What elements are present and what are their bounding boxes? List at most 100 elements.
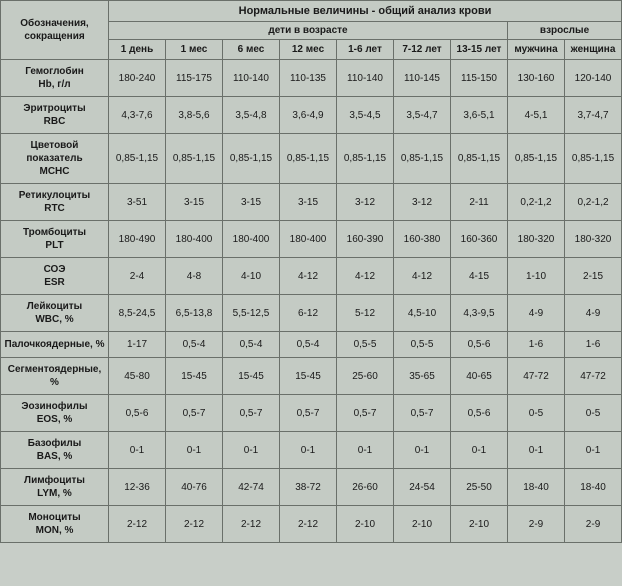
cell: 180-400 — [223, 221, 280, 258]
cell: 2-4 — [109, 258, 166, 295]
row-label: Цветовой показательMCHC — [1, 134, 109, 184]
cell: 1-6 — [508, 332, 565, 358]
table-row: РетикулоцитыRTC3-513-153-153-153-123-122… — [1, 184, 622, 221]
table-row: Цветовой показательMCHC0,85-1,150,85-1,1… — [1, 134, 622, 184]
cell: 0,85-1,15 — [109, 134, 166, 184]
cell: 180-240 — [109, 60, 166, 97]
cell: 0,85-1,15 — [223, 134, 280, 184]
cell: 0,2-1,2 — [565, 184, 622, 221]
col-header: 6 мес — [223, 40, 280, 60]
cell: 8,5-24,5 — [109, 295, 166, 332]
table-row: Палочкоядерные, %1-170,5-40,5-40,5-40,5-… — [1, 332, 622, 358]
cell: 180-490 — [109, 221, 166, 258]
row-label: Палочкоядерные, % — [1, 332, 109, 358]
cell: 42-74 — [223, 469, 280, 506]
table-row: ЭозинофилыEOS, %0,5-60,5-70,5-70,5-70,5-… — [1, 395, 622, 432]
cell: 0-1 — [280, 432, 337, 469]
table-body: ГемоглобинHb, г/л180-240115-175110-14011… — [1, 60, 622, 543]
cell: 2-9 — [565, 506, 622, 543]
cell: 0,85-1,15 — [565, 134, 622, 184]
table-header: Обозначения, сокращения Нормальные велич… — [1, 1, 622, 60]
cell: 0,5-6 — [109, 395, 166, 432]
cell: 0,5-7 — [280, 395, 337, 432]
cell: 4-12 — [337, 258, 394, 295]
table-row: ЭритроцитыRBC4,3-7,63,8-5,63,5-4,83,6-4,… — [1, 97, 622, 134]
cell: 0,5-7 — [394, 395, 451, 432]
cell: 0-1 — [166, 432, 223, 469]
cell: 1-6 — [565, 332, 622, 358]
cell: 18-40 — [508, 469, 565, 506]
cell: 2-10 — [337, 506, 394, 543]
row-label: МоноцитыMON, % — [1, 506, 109, 543]
cell: 2-10 — [394, 506, 451, 543]
cell: 6-12 — [280, 295, 337, 332]
row-label: ГемоглобинHb, г/л — [1, 60, 109, 97]
row-label: ЛимфоцитыLYM, % — [1, 469, 109, 506]
table-row: ЛейкоцитыWBC, %8,5-24,56,5-13,85,5-12,56… — [1, 295, 622, 332]
cell: 160-390 — [337, 221, 394, 258]
cell: 0-1 — [451, 432, 508, 469]
cell: 110-145 — [394, 60, 451, 97]
col-header: 13-15 лет — [451, 40, 508, 60]
cell: 40-76 — [166, 469, 223, 506]
cell: 12-36 — [109, 469, 166, 506]
cell: 2-10 — [451, 506, 508, 543]
cell: 3-12 — [337, 184, 394, 221]
cell: 3,8-5,6 — [166, 97, 223, 134]
cell: 180-320 — [565, 221, 622, 258]
cell: 120-140 — [565, 60, 622, 97]
cell: 2-15 — [565, 258, 622, 295]
cell: 5-12 — [337, 295, 394, 332]
row-label: БазофилыBAS, % — [1, 432, 109, 469]
col-header: мужчина — [508, 40, 565, 60]
cell: 4-10 — [223, 258, 280, 295]
cell: 2-11 — [451, 184, 508, 221]
cell: 38-72 — [280, 469, 337, 506]
cell: 0,85-1,15 — [337, 134, 394, 184]
cell: 160-380 — [394, 221, 451, 258]
cell: 18-40 — [565, 469, 622, 506]
cell: 3,6-4,9 — [280, 97, 337, 134]
cell: 130-160 — [508, 60, 565, 97]
header-corner: Обозначения, сокращения — [1, 1, 109, 60]
cell: 180-320 — [508, 221, 565, 258]
cell: 3,5-4,7 — [394, 97, 451, 134]
cell: 0-1 — [565, 432, 622, 469]
cell: 1-17 — [109, 332, 166, 358]
cell: 2-12 — [166, 506, 223, 543]
row-label: ЭозинофилыEOS, % — [1, 395, 109, 432]
cell: 110-135 — [280, 60, 337, 97]
col-header: 1 день — [109, 40, 166, 60]
cell: 4,3-7,6 — [109, 97, 166, 134]
cell: 0-1 — [337, 432, 394, 469]
col-header: 1-6 лет — [337, 40, 394, 60]
cell: 25-60 — [337, 358, 394, 395]
cell: 0,85-1,15 — [394, 134, 451, 184]
cell: 180-400 — [166, 221, 223, 258]
cell: 15-45 — [280, 358, 337, 395]
table-row: ЛимфоцитыLYM, %12-3640-7642-7438-7226-60… — [1, 469, 622, 506]
cell: 3-15 — [166, 184, 223, 221]
cell: 0,2-1,2 — [508, 184, 565, 221]
cell: 4-9 — [565, 295, 622, 332]
header-children-group: дети в возрасте — [109, 22, 508, 40]
table-row: ГемоглобинHb, г/л180-240115-175110-14011… — [1, 60, 622, 97]
cell: 0,5-7 — [223, 395, 280, 432]
row-label: Сегментоядерные, % — [1, 358, 109, 395]
cell: 0,5-4 — [280, 332, 337, 358]
cell: 0,5-4 — [166, 332, 223, 358]
cell: 0-1 — [223, 432, 280, 469]
table-row: МоноцитыMON, %2-122-122-122-122-102-102-… — [1, 506, 622, 543]
col-header: 7-12 лет — [394, 40, 451, 60]
table-row: ТромбоцитыPLT180-490180-400180-400180-40… — [1, 221, 622, 258]
cell: 45-80 — [109, 358, 166, 395]
row-label: ТромбоцитыPLT — [1, 221, 109, 258]
cell: 0,5-7 — [337, 395, 394, 432]
cell: 0,5-4 — [223, 332, 280, 358]
cell: 4,3-9,5 — [451, 295, 508, 332]
cell: 3,5-4,8 — [223, 97, 280, 134]
cell: 0,85-1,15 — [508, 134, 565, 184]
cell: 0-1 — [394, 432, 451, 469]
cell: 15-45 — [166, 358, 223, 395]
cell: 1-10 — [508, 258, 565, 295]
